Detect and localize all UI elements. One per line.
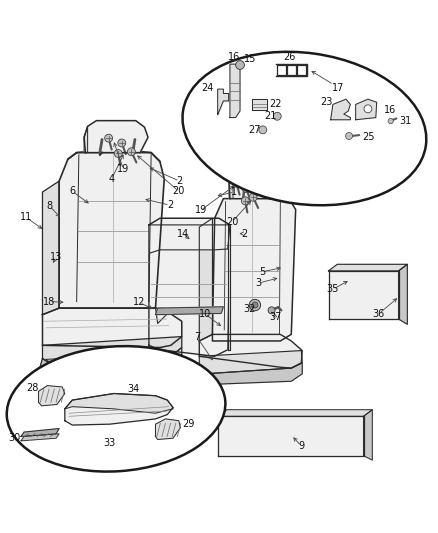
Text: 35: 35 (327, 284, 339, 294)
Text: 3: 3 (255, 278, 261, 288)
Polygon shape (59, 152, 164, 308)
Text: 20: 20 (226, 217, 238, 227)
Polygon shape (218, 89, 229, 115)
Text: 20: 20 (173, 186, 185, 196)
Text: 25: 25 (362, 132, 374, 142)
Text: 12: 12 (133, 297, 145, 308)
Text: 22: 22 (269, 100, 282, 109)
Text: 32: 32 (244, 304, 256, 314)
Polygon shape (229, 168, 280, 199)
Polygon shape (21, 429, 59, 437)
Polygon shape (218, 410, 372, 416)
Text: 19: 19 (117, 164, 130, 174)
Text: 16: 16 (384, 104, 396, 115)
Text: 8: 8 (46, 201, 53, 211)
Circle shape (268, 307, 275, 314)
Circle shape (236, 61, 244, 69)
Polygon shape (39, 386, 65, 406)
Polygon shape (228, 225, 230, 350)
Polygon shape (331, 99, 350, 120)
Text: 9: 9 (298, 441, 304, 451)
Polygon shape (46, 354, 166, 364)
Text: 24: 24 (201, 83, 214, 93)
Circle shape (241, 197, 249, 205)
Polygon shape (199, 219, 212, 341)
Circle shape (346, 133, 353, 140)
Polygon shape (155, 419, 180, 440)
Text: 30: 30 (9, 433, 21, 443)
Polygon shape (149, 219, 230, 356)
Text: 34: 34 (127, 384, 140, 394)
Text: 1: 1 (231, 187, 237, 197)
Text: 2: 2 (167, 200, 173, 210)
Text: 28: 28 (27, 383, 39, 393)
Text: 27: 27 (249, 125, 261, 135)
Polygon shape (328, 264, 407, 271)
Ellipse shape (183, 52, 426, 205)
Text: 23: 23 (321, 97, 333, 107)
Polygon shape (230, 64, 240, 118)
Circle shape (242, 184, 250, 192)
Text: 14: 14 (177, 229, 189, 239)
Circle shape (249, 193, 257, 201)
Text: 26: 26 (283, 52, 295, 61)
Circle shape (364, 105, 372, 113)
Polygon shape (149, 219, 230, 253)
Polygon shape (42, 181, 59, 314)
Polygon shape (84, 120, 148, 152)
Polygon shape (155, 307, 223, 314)
Polygon shape (199, 351, 302, 374)
Polygon shape (42, 308, 182, 348)
Polygon shape (212, 199, 296, 341)
Text: 13: 13 (50, 252, 62, 262)
Circle shape (127, 148, 135, 156)
Circle shape (118, 139, 126, 147)
Polygon shape (39, 348, 182, 376)
Text: 36: 36 (373, 309, 385, 319)
Circle shape (252, 302, 258, 308)
Polygon shape (199, 334, 302, 368)
Text: 2: 2 (241, 229, 247, 239)
Circle shape (388, 118, 393, 124)
Circle shape (233, 179, 240, 187)
Polygon shape (21, 434, 59, 441)
Polygon shape (356, 99, 377, 120)
Text: 29: 29 (182, 419, 194, 429)
Text: 7: 7 (194, 333, 200, 343)
Ellipse shape (7, 346, 226, 472)
Polygon shape (229, 172, 233, 199)
Text: 5: 5 (259, 266, 265, 277)
Polygon shape (149, 219, 230, 225)
Text: 2: 2 (177, 176, 183, 186)
Text: 31: 31 (399, 116, 412, 126)
Polygon shape (155, 308, 169, 324)
Text: 16: 16 (228, 52, 240, 61)
Circle shape (259, 126, 267, 134)
Text: 19: 19 (194, 205, 207, 215)
Polygon shape (364, 410, 372, 460)
Text: 4: 4 (109, 174, 115, 184)
Text: 21: 21 (265, 111, 277, 122)
Polygon shape (328, 271, 399, 319)
Text: 18: 18 (43, 296, 55, 306)
Polygon shape (252, 99, 267, 110)
Polygon shape (399, 264, 407, 324)
Polygon shape (42, 336, 182, 364)
Circle shape (105, 134, 113, 142)
Polygon shape (65, 393, 173, 425)
Circle shape (273, 112, 281, 120)
Text: 17: 17 (332, 83, 344, 93)
Polygon shape (84, 126, 88, 152)
Text: 33: 33 (103, 438, 116, 448)
Text: 10: 10 (199, 309, 211, 319)
Polygon shape (65, 393, 173, 413)
Polygon shape (193, 363, 302, 385)
Text: 6: 6 (69, 186, 75, 196)
Text: 37: 37 (269, 312, 281, 322)
Text: 15: 15 (244, 54, 256, 64)
Circle shape (249, 300, 261, 311)
Text: 11: 11 (20, 213, 32, 222)
Circle shape (114, 150, 122, 157)
Polygon shape (218, 416, 364, 456)
